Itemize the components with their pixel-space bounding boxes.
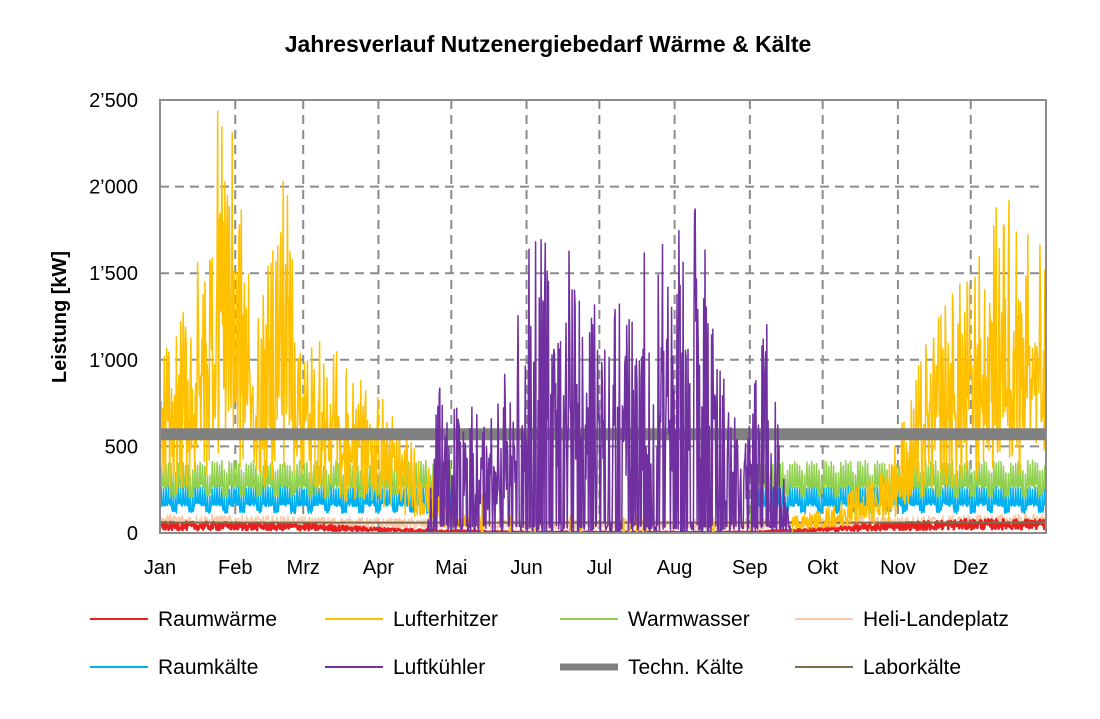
legend-label: Lufterhitzer [393, 608, 498, 631]
x-tick-label: Dez [953, 557, 989, 579]
chart-title: Jahresverlauf Nutzenergiebedarf Wärme & … [285, 31, 812, 57]
x-tick-label: Aug [657, 557, 693, 579]
x-tick-label: Jul [587, 557, 613, 579]
y-tick-label: 2’000 [89, 177, 138, 199]
x-tick-label: Jan [144, 557, 176, 579]
legend: Raumwärme Lufterhitzer Warmwasser Heli-Land… [90, 608, 1009, 679]
legend-item: Raumkälte [90, 656, 258, 679]
x-tick-label: Nov [880, 557, 916, 579]
legend-item: Raumwärme [90, 608, 277, 631]
x-tick-label: Feb [218, 557, 252, 579]
legend-label: Techn. Kälte [628, 656, 744, 679]
legend-item: Laborkälte [795, 656, 961, 679]
legend-item: Heli-Landeplatz [795, 608, 1009, 631]
legend-label: Raumwärme [158, 608, 277, 631]
series-line-lufterhitzer [159, 110, 1047, 534]
legend-label: Raumkälte [158, 656, 258, 679]
legend-item: Warmwasser [560, 608, 750, 631]
x-tick-label: Mrz [287, 557, 320, 579]
legend-item: Techn. Kälte [560, 656, 744, 679]
y-tick-label: 500 [105, 436, 138, 458]
x-tick-label: Okt [807, 557, 839, 579]
y-tick-label: 2’500 [89, 90, 138, 112]
plot-frame [159, 99, 1047, 534]
x-tick-label: Mai [435, 557, 467, 579]
y-axis-label: Leistung [kW] [49, 251, 71, 383]
y-tick-label: 0 [127, 523, 138, 545]
legend-item: Lufterhitzer [325, 608, 498, 631]
axis-layer: 0 500 1’000 1’500 2’000 2’500 Jan Feb Mrz Apr Mai J… [89, 90, 1047, 579]
y-tick-label: 1’500 [89, 263, 138, 285]
x-tick-label: Jun [510, 557, 542, 579]
legend-item: Luftkühler [325, 656, 485, 679]
legend-label: Heli-Landeplatz [863, 608, 1009, 631]
x-tick-label: Apr [363, 557, 394, 579]
y-tick-label: 1’000 [89, 350, 138, 372]
x-tick-label: Sep [732, 557, 768, 579]
legend-label: Laborkälte [863, 656, 961, 679]
series-layer [154, 110, 1052, 534]
legend-label: Warmwasser [628, 608, 750, 631]
legend-label: Luftkühler [393, 656, 485, 679]
